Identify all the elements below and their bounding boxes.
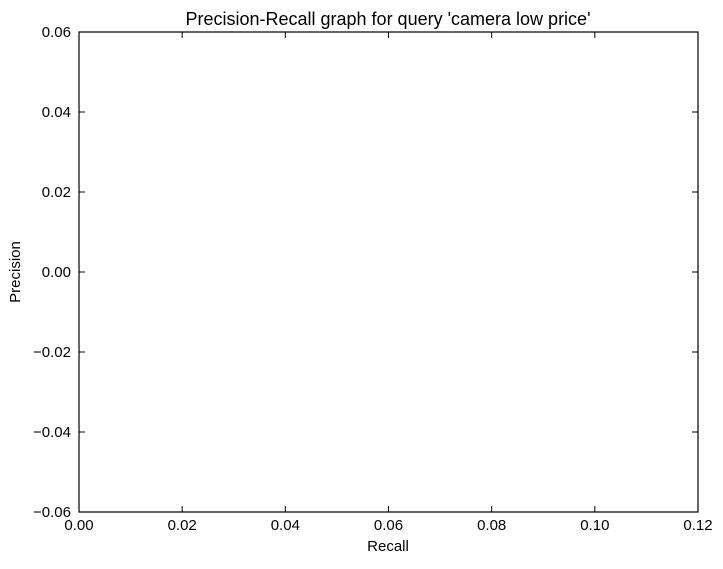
y-tick-label: 0.04 [42,104,71,121]
y-tick-label: 0.00 [42,264,71,281]
y-axis-ticks: 0.06 0.04 0.02 0.00 −0.02 −0.04 −0.06 [33,24,698,521]
y-tick-label: 0.06 [42,24,71,41]
x-tick-label: 0.00 [64,517,93,534]
x-tick-label: 0.08 [477,517,506,534]
chart-title: Precision-Recall graph for query 'camera… [185,9,590,29]
y-axis-label: Precision [7,241,24,303]
y-tick-label: −0.06 [33,504,71,521]
x-tick-label: 0.12 [683,517,712,534]
x-tick-label: 0.04 [271,517,300,534]
y-tick-label: 0.02 [42,184,71,201]
x-axis-ticks: 0.00 0.02 0.04 0.06 0.08 0.10 0.12 [64,32,713,534]
x-tick-label: 0.02 [168,517,197,534]
x-tick-label: 0.10 [580,517,609,534]
x-axis-label: Recall [367,538,409,555]
x-tick-label: 0.06 [374,517,403,534]
y-tick-label: −0.04 [33,424,71,441]
y-tick-label: −0.02 [33,344,71,361]
